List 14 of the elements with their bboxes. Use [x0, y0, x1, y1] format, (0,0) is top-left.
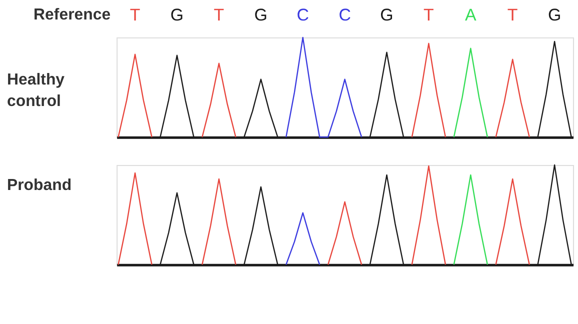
text: Proband	[6, 176, 72, 194]
x-tick-label: T	[130, 5, 140, 24]
x-tick-label: A	[465, 5, 477, 24]
text: Healthy control	[6, 71, 65, 110]
x-tick-label: G	[380, 5, 394, 24]
x-tick-label: G	[548, 5, 562, 24]
x-tick-label: T	[214, 5, 224, 24]
x-tick-label: G	[170, 5, 184, 24]
x-tick-label: G	[254, 5, 268, 24]
x-tick-label: C	[296, 5, 309, 24]
x-tick-label: T	[507, 5, 518, 24]
x-tick-label: T	[424, 5, 434, 24]
x-tick-label: C	[338, 5, 351, 24]
x-axis-title: Reference	[34, 6, 111, 24]
